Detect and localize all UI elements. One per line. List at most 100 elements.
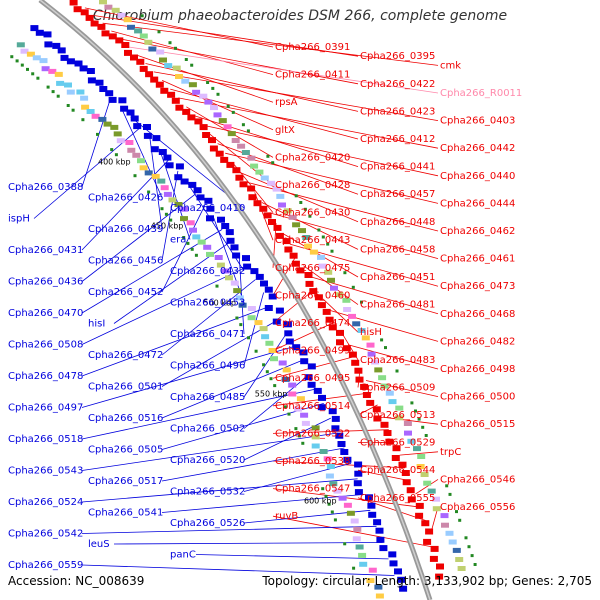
- right-gene-label-43: Cpha266_0529: [360, 438, 435, 449]
- forward-gene-86: [436, 563, 444, 570]
- cog-category-box-53: [335, 292, 344, 298]
- reverse-gene-70: [340, 449, 349, 455]
- forward-gene-11: [121, 42, 130, 48]
- reverse-gene-14: [105, 90, 114, 97]
- gc-tick-25: [133, 174, 137, 178]
- gc-tick-28: [147, 190, 151, 194]
- forward-gene-59: [342, 345, 351, 352]
- cog-category-box-inner-7: [54, 71, 63, 77]
- reverse-gene-72: [354, 461, 363, 468]
- left-gene-label-32: Cpha266_0526: [170, 518, 245, 529]
- cog-category-box-inner-34: [180, 216, 188, 222]
- left-leader-1: [120, 106, 163, 198]
- forward-gene-67: [372, 406, 381, 413]
- reverse-gene-63: [318, 394, 326, 401]
- forward-gene-81: [421, 520, 430, 527]
- cog-category-box-62: [371, 359, 380, 365]
- kbp-label-1: 450 kbp: [151, 222, 184, 231]
- cog-category-box-38: [272, 186, 281, 192]
- cog-category-box-inner-37: [192, 234, 201, 240]
- cog-category-box-35: [255, 169, 264, 175]
- right-gene-label-46: Cpha266_0544: [360, 465, 435, 476]
- cog-category-box-82: [441, 522, 449, 528]
- cog-category-box-inner-86: [374, 584, 383, 590]
- cog-category-box-6: [104, 4, 113, 10]
- gc-tick-59: [273, 384, 277, 388]
- cog-category-box-inner-52: [259, 326, 268, 332]
- cog-category-box-inner-57: [278, 360, 287, 366]
- gc-tick-52: [247, 336, 250, 340]
- reverse-gene-9: [79, 65, 88, 72]
- cog-category-box-inner-30: [163, 191, 172, 197]
- right-gene-label-51: ruvB: [275, 511, 298, 522]
- right-leader-6: [136, 54, 274, 103]
- reverse-gene-17: [120, 105, 129, 112]
- right-gene-label-50: Cpha266_0556: [440, 502, 515, 513]
- reverse-gene-87: [399, 585, 408, 592]
- right-leader-35: [347, 344, 439, 370]
- cog-category-box-79: [432, 496, 440, 502]
- cog-category-box-inner-36: [189, 227, 197, 233]
- left-gene-label-15: Cpha266_0508: [8, 340, 83, 351]
- reverse-gene-7: [66, 58, 75, 65]
- reverse-gene-75: [354, 489, 363, 496]
- gc-tick-36: [182, 236, 186, 239]
- forward-gene-53: [317, 302, 326, 309]
- cog-category-box-5: [99, 0, 107, 5]
- left-gene-label-13: hisI: [88, 319, 105, 330]
- reverse-gene-3: [44, 41, 53, 48]
- left-gene-label-21: Cpha266_0497: [8, 403, 83, 414]
- forward-gene-34: [235, 174, 244, 181]
- forward-gene-55: [325, 316, 334, 323]
- forward-gene-42: [273, 224, 282, 231]
- cog-category-box-inner-33: [180, 206, 189, 212]
- reverse-gene-1: [35, 29, 44, 36]
- gc-tick-26: [226, 104, 230, 108]
- left-leader-22: [161, 360, 303, 419]
- gc-tick-56: [262, 363, 266, 367]
- left-gene-label-22: Cpha266_0516: [88, 413, 163, 424]
- cog-category-box-32: [241, 150, 250, 155]
- right-gene-label-38: Cpha266_0500: [440, 392, 515, 403]
- genome-backbone-highlight: [39, 0, 431, 600]
- reverse-gene-65: [328, 408, 337, 415]
- reverse-gene-20: [133, 123, 142, 130]
- cog-category-box-inner-1: [20, 48, 29, 54]
- cog-category-box-45: [302, 235, 311, 240]
- forward-gene-63: [355, 376, 364, 383]
- reverse-gene-80: [375, 527, 384, 534]
- reverse-gene-78: [368, 511, 377, 518]
- right-gene-label-12: Cpha266_0420: [275, 152, 350, 163]
- reverse-gene-66: [331, 415, 340, 422]
- gc-tick-27: [231, 110, 235, 114]
- reverse-gene-36: [206, 215, 214, 222]
- cog-category-box-10: [127, 24, 135, 30]
- forward-gene-48: [296, 267, 305, 274]
- reverse-gene-68: [335, 432, 344, 439]
- right-leader-16: [217, 143, 359, 195]
- right-gene-label-49: Cpha266_0555: [360, 493, 435, 504]
- cog-category-box-inner-10: [66, 89, 75, 95]
- cog-category-box-84: [448, 539, 457, 545]
- cog-category-box-17: [164, 63, 173, 69]
- left-leader-6: [81, 159, 169, 251]
- forward-gene-4: [80, 9, 89, 16]
- forward-gene-31: [220, 156, 229, 163]
- left-leader-21: [81, 346, 295, 408]
- forward-gene-41: [268, 219, 276, 225]
- forward-gene-24: [187, 114, 196, 121]
- cog-category-box-9: [123, 17, 132, 23]
- forward-gene-73: [391, 455, 400, 461]
- reverse-gene-42: [232, 252, 241, 259]
- forward-gene-57: [336, 329, 344, 336]
- cog-category-box-inner-41: [214, 255, 223, 260]
- cog-category-box-63: [374, 367, 383, 373]
- gc-tick-55: [360, 300, 363, 304]
- gc-tick-50: [239, 323, 243, 327]
- right-gene-label-15: Cpha266_0428: [275, 180, 350, 191]
- cog-category-box-inner-72: [325, 473, 334, 479]
- cog-category-box-inner-46: [233, 288, 242, 294]
- cog-category-box-inner-29: [160, 185, 169, 191]
- cog-category-box-41: [283, 208, 292, 214]
